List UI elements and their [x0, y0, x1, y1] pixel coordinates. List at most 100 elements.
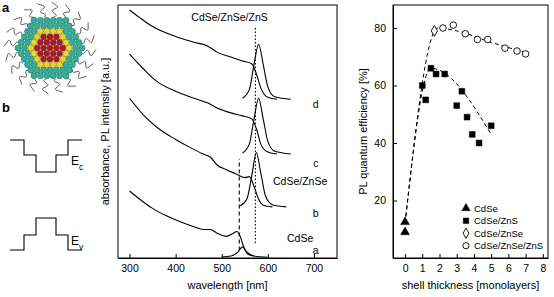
annotation: b	[313, 207, 319, 219]
atom	[47, 34, 53, 40]
atom	[66, 67, 72, 73]
atom	[76, 50, 82, 56]
tick-label: 8	[540, 262, 546, 274]
data-point	[459, 88, 465, 94]
tick-mark	[440, 254, 441, 258]
tick-mark	[422, 254, 423, 258]
band-label: Ec	[71, 154, 84, 172]
atom	[44, 62, 50, 68]
atom	[63, 62, 69, 68]
spectra-chart: 300400500600700wavelength [nm]absorbance…	[99, 5, 338, 291]
data-point	[450, 22, 457, 29]
annotation: a	[313, 244, 319, 256]
tick-label: 400	[167, 262, 185, 274]
atom	[25, 50, 31, 56]
ligand	[72, 69, 86, 78]
tick-label: 40	[374, 137, 386, 149]
atom	[57, 50, 63, 56]
tick-mark	[393, 143, 397, 144]
legend-label: CdSe	[474, 203, 498, 214]
atom	[69, 62, 75, 68]
atom	[28, 34, 34, 40]
panel-label: a	[2, 0, 10, 15]
tick: 7	[523, 254, 529, 274]
atom	[63, 50, 69, 56]
atom	[57, 62, 63, 68]
axis-line	[393, 6, 394, 259]
tick: 4	[472, 254, 478, 274]
data-point	[474, 36, 481, 43]
atom	[66, 45, 72, 51]
data-point	[440, 25, 447, 32]
tick: 400	[167, 254, 185, 274]
legend-marker	[462, 203, 470, 210]
atom	[25, 62, 31, 68]
spectrum-line	[130, 98, 273, 207]
tick: 20	[374, 194, 397, 206]
tick: 40	[374, 137, 397, 149]
atom	[31, 62, 37, 68]
tick-label: 500	[213, 262, 231, 274]
atom	[37, 39, 43, 45]
ligand	[12, 62, 23, 74]
tick-mark	[457, 254, 458, 258]
plot-frame	[118, 5, 337, 258]
atom	[34, 23, 40, 29]
ligand	[7, 28, 22, 35]
figure-svg: aEcEvb300400500600700wavelength [nm]abso…	[0, 0, 554, 297]
tick: 5	[489, 254, 495, 274]
ligand	[42, 79, 48, 94]
y-axis-title: absorbance, PL intensity [a.u.]	[99, 58, 111, 206]
ligand	[54, 78, 63, 92]
atom	[53, 56, 59, 62]
atom	[73, 45, 79, 51]
tick: 80	[374, 22, 397, 34]
data-point	[433, 71, 439, 77]
fit-line	[405, 68, 491, 223]
x-axis-title: wavelength [nm]	[186, 279, 267, 291]
atom	[79, 45, 85, 51]
atom	[34, 67, 40, 73]
tick-mark	[393, 201, 397, 202]
tick: 700	[306, 254, 324, 274]
axis: 012345678	[394, 254, 549, 274]
legend-entry: CdSe	[462, 203, 498, 214]
atom	[37, 17, 43, 23]
atom	[63, 39, 69, 45]
conduction-band	[10, 140, 82, 172]
atom	[41, 67, 47, 73]
data-point	[469, 131, 475, 137]
tick-mark	[491, 254, 492, 258]
atom	[21, 45, 27, 51]
atom	[73, 34, 79, 40]
ligand	[80, 35, 94, 44]
tick-label: 20	[374, 194, 386, 206]
atom	[60, 23, 66, 29]
data-point	[514, 48, 521, 55]
atom	[50, 39, 56, 45]
atom	[28, 23, 34, 29]
tick-mark	[405, 254, 406, 258]
tick: 3	[454, 254, 460, 274]
band-symbol: E	[71, 154, 79, 168]
atom	[47, 56, 53, 62]
data-point	[401, 227, 410, 235]
tick-label: 700	[306, 262, 324, 274]
tick-mark	[393, 28, 397, 29]
annotation: CdSe	[287, 232, 313, 244]
data-point	[464, 114, 470, 120]
atom	[63, 28, 69, 34]
atom	[41, 23, 47, 29]
valence-band	[10, 218, 82, 250]
qe-chart: 01234567820406080shell thickness [monola…	[357, 5, 549, 291]
ligand	[6, 52, 20, 61]
atom	[15, 45, 21, 51]
tick-label: 5	[489, 262, 495, 274]
atom	[47, 45, 53, 51]
plot-frame	[393, 5, 548, 258]
atom	[41, 56, 47, 62]
atom	[21, 34, 27, 40]
atom	[60, 34, 66, 40]
atom	[60, 56, 66, 62]
atom	[25, 39, 31, 45]
